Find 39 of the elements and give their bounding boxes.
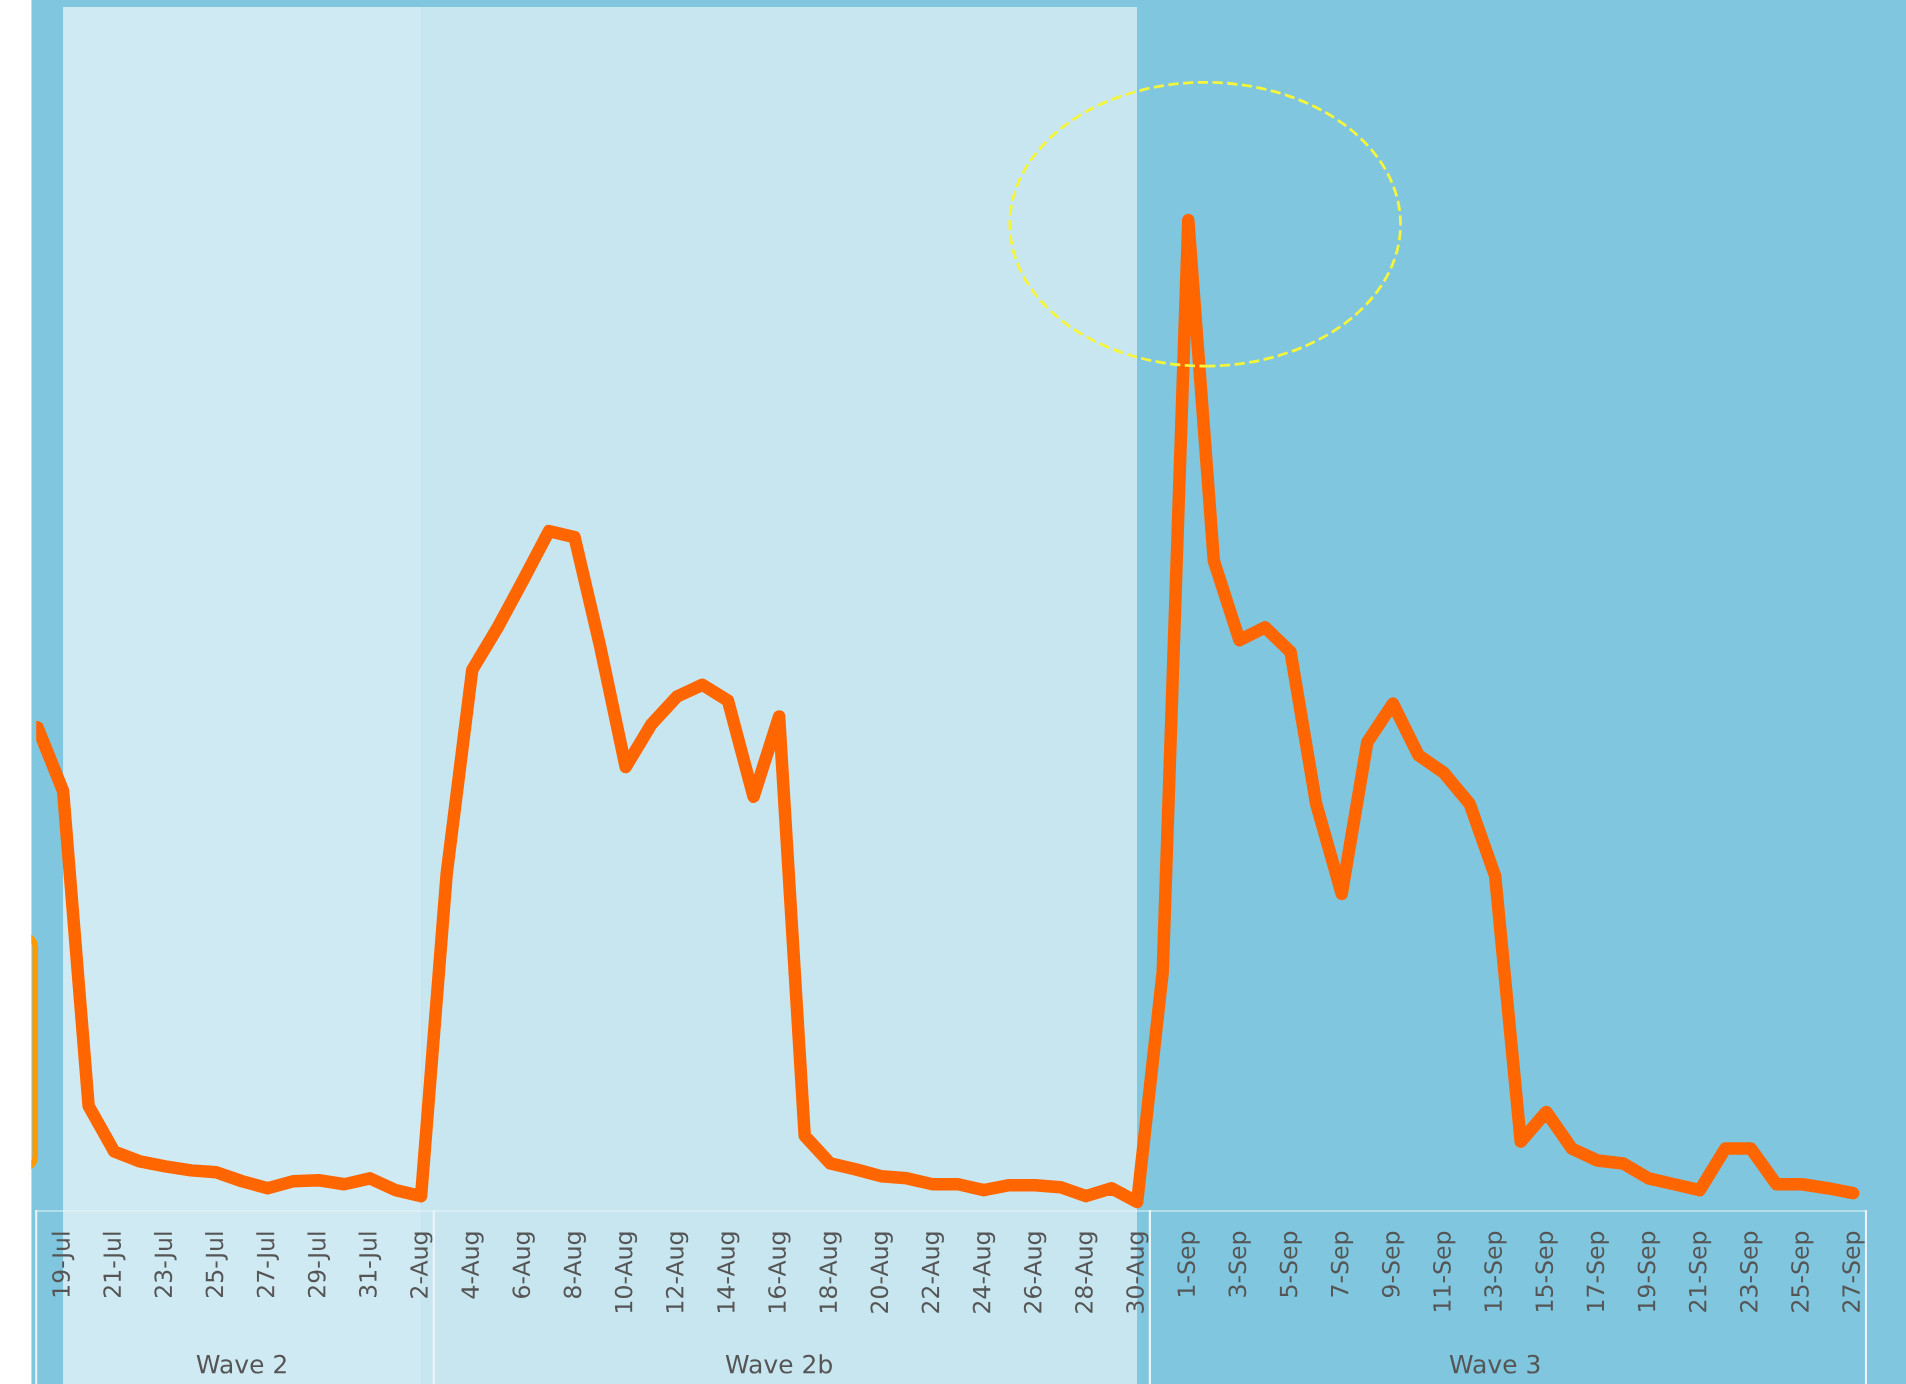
x-tick-label: 23-Jul [153,1232,177,1298]
x-tick-label: 3-Sep [1228,1231,1251,1297]
x-tick-label: 28-Aug [1074,1232,1098,1313]
x-tick-label: 29-Jul [307,1232,331,1298]
x-tick-label: 30-Aug [1126,1232,1149,1313]
x-tick-label: 31-Jul [358,1232,382,1298]
x-tick-label: 24-Aug [972,1232,996,1313]
x-tick-label: 10-Aug [614,1232,638,1312]
x-tick-label: 2-Aug [410,1232,433,1298]
x-tick-label: 6-Aug [512,1232,535,1298]
x-tick-label: 8-Aug [563,1232,586,1298]
x-tick-label: 5-Sep [1279,1231,1302,1297]
x-tick-label: 12-Aug [665,1232,689,1312]
x-tick-label: 7-Sep [1330,1231,1354,1297]
x-tick-label: 25-Jul [205,1232,228,1298]
x-tick-label: 23-Sep [1739,1231,1763,1312]
x-tick-label: 27-Jul [256,1232,279,1298]
band-label: Wave 2b [725,1354,832,1374]
x-tick-label: 21-Sep [1688,1231,1712,1312]
x-tick-label: 18-Aug [819,1232,842,1312]
x-tick-label: 1-Sep [1177,1231,1200,1296]
x-tick-label: 19-Sep [1637,1231,1661,1311]
x-tick-label: 22-Aug [921,1232,944,1313]
x-tick-label: 21-Jul [102,1232,126,1298]
x-tick-label: 27-Sep [1842,1231,1865,1312]
band-label: Wave 2 [196,1354,286,1374]
x-tick-label: 15-Sep [1535,1231,1558,1311]
x-tick-label: 17-Sep [1586,1231,1609,1311]
x-tick-label: 4-Aug [461,1232,484,1299]
x-tick-label: 14-Aug [717,1232,740,1312]
x-tick-label: 26-Aug [1023,1232,1047,1313]
x-tick-label: 25-Sep [1791,1231,1814,1312]
x-tick-label: 11-Sep [1433,1231,1456,1311]
band-label: Wave 3 [1449,1354,1540,1374]
x-tick-label: 19-Jul [51,1232,75,1297]
x-tick-label: 16-Aug [768,1232,791,1312]
x-tick-label: 20-Aug [870,1232,893,1313]
x-tick-label: 9-Sep [1381,1231,1405,1298]
x-tick-label: 13-Sep [1484,1231,1507,1311]
